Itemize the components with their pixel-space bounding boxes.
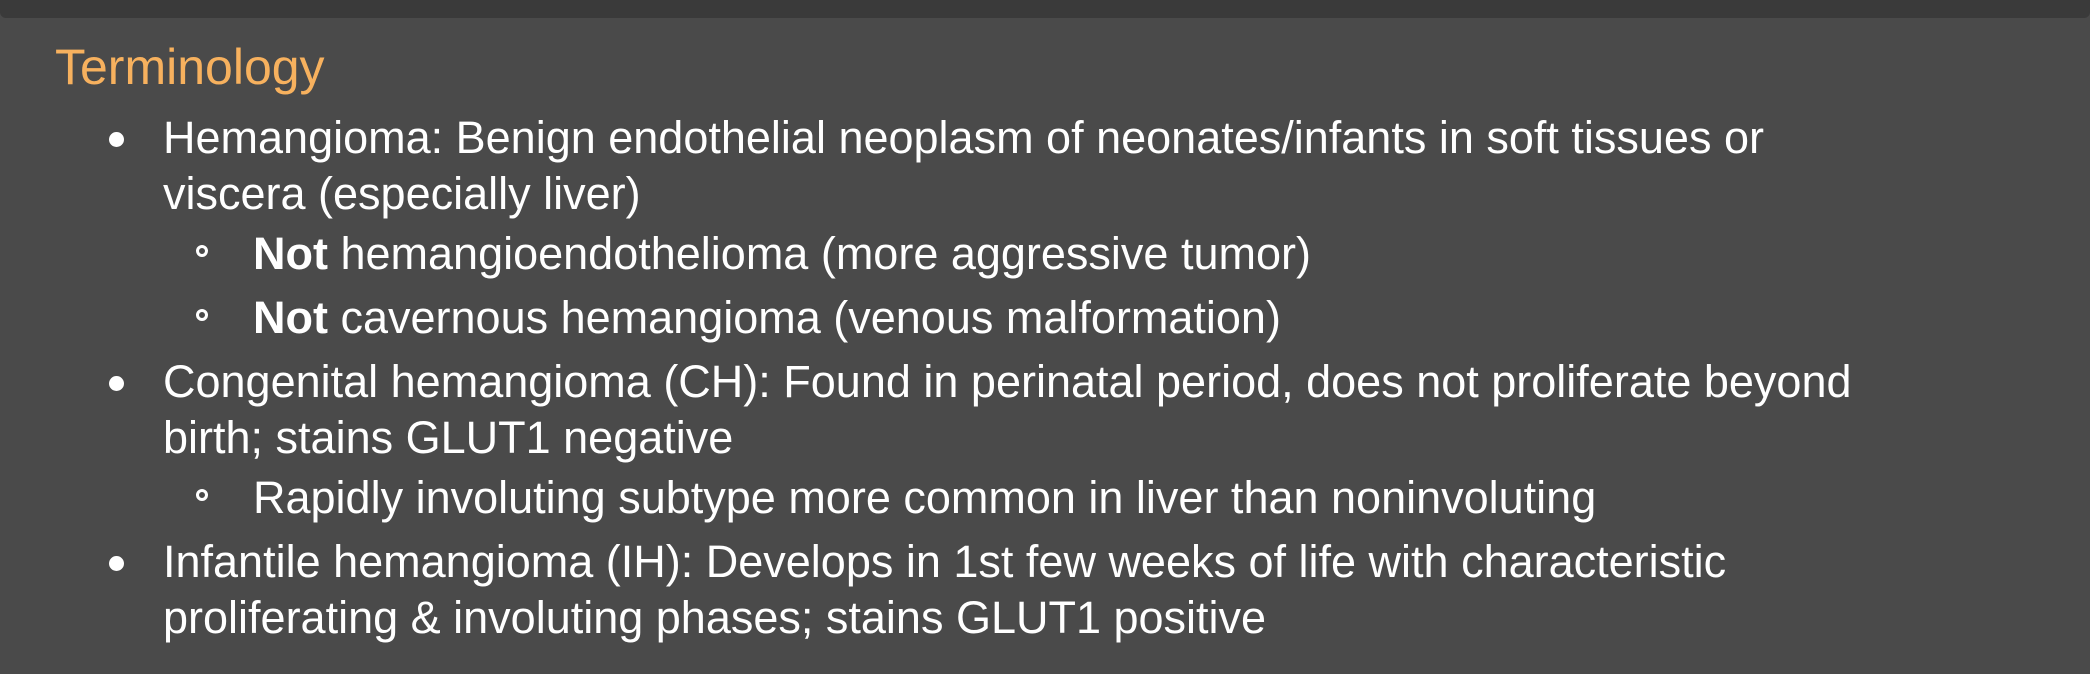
emphasis-text: Not <box>253 292 328 343</box>
list-item: Infantile hemangioma (IH): Develops in 1… <box>55 534 2065 646</box>
bullet-circle-icon <box>196 489 208 501</box>
item-text-line: Infantile hemangioma (IH): Develops in 1… <box>163 536 1727 587</box>
item-text-line: birth; stains GLUT1 negative <box>163 412 734 463</box>
bullet-circle-icon <box>196 309 208 321</box>
item-text-line: viscera (especially liver) <box>163 168 641 219</box>
list-item: Congenital hemangioma (CH): Found in per… <box>55 354 2065 530</box>
slide-content: Terminology Hemangioma: Benign endotheli… <box>55 28 2065 646</box>
bullet-circle-icon <box>196 245 208 257</box>
item-text-line: proliferating & involuting phases; stain… <box>163 592 1267 643</box>
item-text-line: Congenital hemangioma (CH): Found in per… <box>163 356 1852 407</box>
top-bar <box>0 0 2090 18</box>
sub-item-text: Rapidly involuting subtype more common i… <box>253 472 1597 523</box>
sub-list-item: Not cavernous hemangioma (venous malform… <box>163 286 2065 350</box>
emphasis-text: Not <box>253 228 328 279</box>
sub-list-item: Not hemangioendothelioma (more aggressiv… <box>163 222 2065 286</box>
bullet-disc-icon <box>109 556 124 571</box>
list-item: Hemangioma: Benign endothelial neoplasm … <box>55 110 2065 350</box>
item-text-line: Hemangioma: Benign endothelial neoplasm … <box>163 112 1764 163</box>
bullet-disc-icon <box>109 376 124 391</box>
sub-list: Rapidly involuting subtype more common i… <box>163 466 2065 530</box>
section-heading: Terminology <box>55 39 325 95</box>
sub-item-text: hemangioendothelioma (more aggressive tu… <box>327 228 1311 279</box>
sub-item-text: cavernous hemangioma (venous malformatio… <box>327 292 1281 343</box>
sub-list-item: Rapidly involuting subtype more common i… <box>163 466 2065 530</box>
bullet-list: Hemangioma: Benign endothelial neoplasm … <box>55 110 2065 646</box>
bullet-disc-icon <box>109 132 124 147</box>
sub-list: Not hemangioendothelioma (more aggressiv… <box>163 222 2065 350</box>
